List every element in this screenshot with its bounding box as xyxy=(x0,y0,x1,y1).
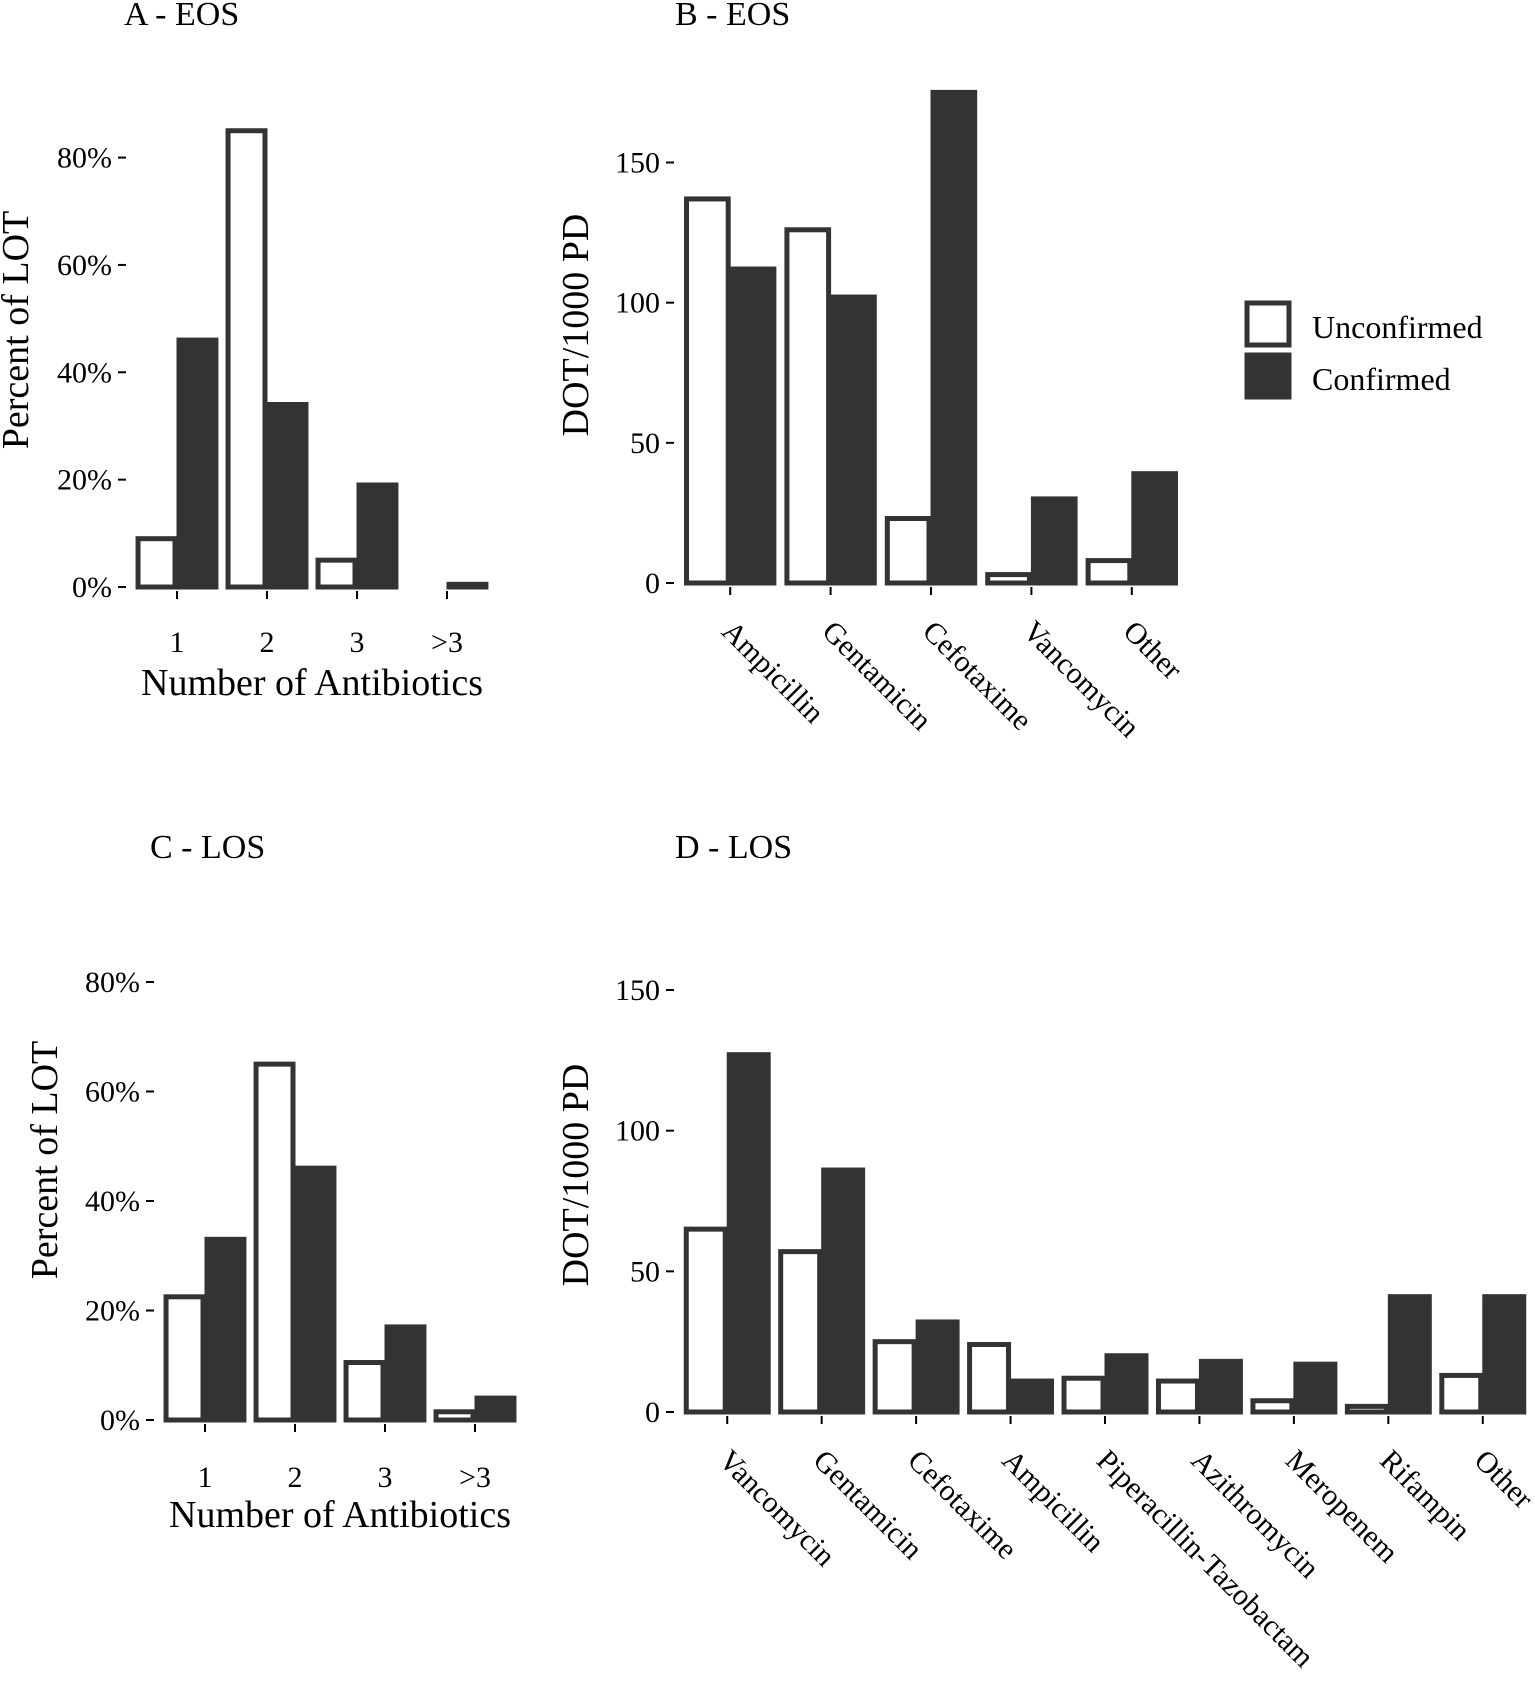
panel-b-bar-unconfirmed-ampicillin xyxy=(684,196,731,586)
panel-a-y-tick-label: 60% xyxy=(57,249,112,282)
panel-a-bar-confirmed-2 xyxy=(266,401,309,590)
panel-a-y-tick-label: 40% xyxy=(57,356,112,389)
chart-panel-b: B - EOS DOT/1000 PD 0 50 100 150 AmpicillinGen… xyxy=(555,0,1188,744)
panel-a-y-tick-label: 0% xyxy=(72,571,112,604)
panel-b-bar-unconfirmed-gentamicin xyxy=(784,227,832,586)
panel-b-bar-confirmed-vancomycin xyxy=(1030,496,1078,586)
panel-d-bar-confirmed-azithromycin xyxy=(1198,1358,1243,1415)
panel-d-bar-confirmed-gentamicin xyxy=(821,1167,866,1415)
panel-b-title: B - EOS xyxy=(675,0,790,33)
panel-a-x-tick-label-3: >3 xyxy=(431,626,463,659)
panel-d-bar-confirmed-rifampin xyxy=(1387,1294,1432,1415)
panel-c-x-tick-label-3: 3 xyxy=(378,1461,393,1494)
panel-c-bar-unconfirmed-1 xyxy=(163,1294,206,1423)
panel-d-bar-unconfirmed-vancomycin xyxy=(683,1226,728,1415)
panel-b-bar-confirmed-gentamicin xyxy=(830,294,877,586)
panel-c-y-tick-label: 0% xyxy=(100,1404,140,1437)
legend: Unconfirmed Confirmed xyxy=(1244,300,1483,400)
panel-d-bar-unconfirmed-azithromycin xyxy=(1155,1378,1200,1415)
panel-a-bar-confirmed-1 xyxy=(176,337,219,590)
panel-c-x-tick-label-2: 2 xyxy=(288,1461,303,1494)
panel-b-y-tick-label: 150 xyxy=(615,146,660,179)
panel-d-bar-unconfirmed-meropenem xyxy=(1250,1398,1295,1415)
panel-c-title: C - LOS xyxy=(150,829,265,866)
panel-d-bar-unconfirmed-other xyxy=(1439,1372,1484,1415)
panel-a-x-tick-label-2: 2 xyxy=(260,626,275,659)
panel-d-bar-unconfirmed-gentamicin xyxy=(778,1249,823,1415)
panel-b-x-tick-label-ampicillin: Ampicillin xyxy=(715,615,830,730)
panel-a-y-tick-label: 20% xyxy=(57,464,112,497)
panel-b-y-tick-label: 0 xyxy=(645,567,660,600)
panel-a-bar-confirmed-3 xyxy=(446,581,489,590)
panel-b-bar-confirmed-ampicillin xyxy=(729,266,777,586)
legend-swatch-unconfirmed xyxy=(1244,300,1292,348)
panel-d-x-tick-label-other: Other xyxy=(1468,1444,1535,1516)
panel-d-bar-unconfirmed-rifampin xyxy=(1344,1403,1389,1415)
panel-c-bar-confirmed-1 xyxy=(204,1236,247,1423)
panel-a-bar-confirmed-3 xyxy=(356,482,399,590)
panel-a-title: A - EOS xyxy=(124,0,239,33)
panel-b-bar-unconfirmed-other xyxy=(1085,558,1133,586)
panel-b-bar-unconfirmed-vancomycin xyxy=(985,572,1032,586)
panel-b-bar-confirmed-other xyxy=(1131,471,1178,586)
panel-c-bar-unconfirmed-3 xyxy=(343,1360,386,1423)
panel-a-bar-unconfirmed-3 xyxy=(315,557,358,590)
panel-d-bar-confirmed-other xyxy=(1482,1294,1527,1415)
chart-panel-a: A - EOS Percent of LOT 0% 20% 40% 60% 80% 1 2 3 >3… xyxy=(0,0,489,704)
panel-c-y-axis-label: Percent of LOT xyxy=(24,1041,66,1279)
panel-a-bar-unconfirmed-1 xyxy=(135,536,178,590)
panel-c-bar-confirmed-3 xyxy=(474,1395,517,1423)
panel-c-bar-unconfirmed-3 xyxy=(433,1409,476,1423)
panel-d-bar-confirmed-vancomycin xyxy=(726,1052,771,1415)
panel-c-y-tick-label: 80% xyxy=(85,966,140,999)
panel-c-y-tick-label: 40% xyxy=(85,1185,140,1218)
panel-d-bar-confirmed-cefotaxime xyxy=(915,1319,960,1415)
panel-a-y-axis-label: Percent of LOT xyxy=(0,211,37,449)
panel-d-bar-unconfirmed-piperacillin-tazobactam xyxy=(1061,1375,1106,1415)
panel-d-y-axis-label: DOT/1000 PD xyxy=(555,1064,597,1287)
panel-d-y-tick-label: 150 xyxy=(615,974,660,1007)
panel-b-x-tick-label-other: Other xyxy=(1117,615,1189,687)
legend-swatch-confirmed xyxy=(1244,352,1292,400)
panel-d-bar-confirmed-ampicillin xyxy=(1010,1378,1055,1415)
panel-a-bar-unconfirmed-2 xyxy=(225,128,268,590)
panel-c-bar-unconfirmed-2 xyxy=(253,1061,296,1423)
panel-c-y-tick-label: 60% xyxy=(85,1076,140,1109)
panel-b-bar-confirmed-cefotaxime xyxy=(930,89,978,586)
panel-b-y-tick-label: 100 xyxy=(615,287,660,320)
panel-c-bar-confirmed-3 xyxy=(384,1324,427,1423)
panel-a-x-tick-label-1: 1 xyxy=(170,626,185,659)
panel-c-x-tick-label-1: 1 xyxy=(198,1461,213,1494)
panel-a-x-tick-label-3: 3 xyxy=(350,626,365,659)
panel-b-y-axis-label: DOT/1000 PD xyxy=(555,214,597,437)
panel-c-bar-confirmed-2 xyxy=(294,1165,337,1423)
panel-a-x-axis-label: Number of Antibiotics xyxy=(141,662,483,704)
panel-b-bar-unconfirmed-cefotaxime xyxy=(884,516,932,586)
panel-b-x-tick-label-cefotaxime: Cefotaxime xyxy=(916,615,1038,737)
panel-c-x-axis-label: Number of Antibiotics xyxy=(169,1494,511,1536)
panel-d-bar-unconfirmed-ampicillin xyxy=(967,1341,1012,1415)
panel-b-y-tick-label: 50 xyxy=(630,427,660,460)
panel-d-title: D - LOS xyxy=(675,829,792,866)
panel-d-bar-confirmed-meropenem xyxy=(1293,1361,1338,1415)
panel-d-y-tick-label: 50 xyxy=(630,1255,660,1288)
legend-label-unconfirmed: Unconfirmed xyxy=(1312,309,1483,345)
panel-d-bar-confirmed-piperacillin-tazobactam xyxy=(1104,1353,1149,1415)
chart-panel-c: C - LOS Percent of LOT 0% 20% 40% 60% 80% 1 2 3 >3… xyxy=(24,829,517,1536)
legend-label-confirmed: Confirmed xyxy=(1312,361,1451,397)
panel-c-y-tick-label: 20% xyxy=(85,1295,140,1328)
panel-d-y-tick-label: 100 xyxy=(615,1115,660,1148)
panel-c-x-tick-label-3: >3 xyxy=(459,1461,491,1494)
panel-d-y-tick-label: 0 xyxy=(645,1396,660,1429)
panel-d-bar-unconfirmed-cefotaxime xyxy=(872,1339,917,1415)
panel-b-x-tick-label-gentamicin: Gentamicin xyxy=(816,615,938,737)
panel-a-y-tick-label: 80% xyxy=(57,142,112,175)
